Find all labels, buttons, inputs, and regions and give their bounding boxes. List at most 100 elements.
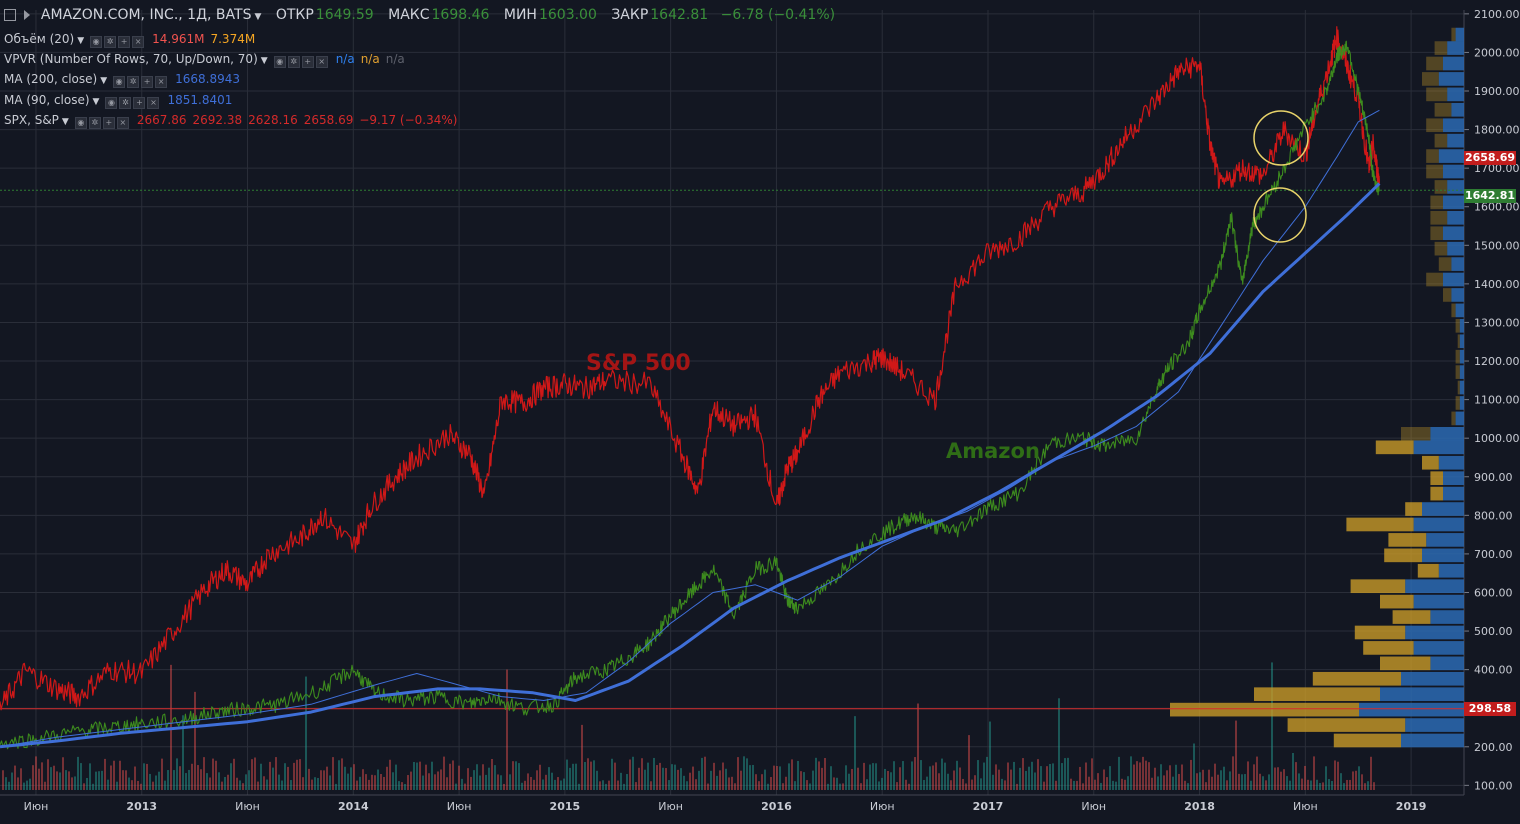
volume-bar [50, 767, 52, 790]
plus-icon[interactable]: + [301, 55, 314, 68]
volume-bar [446, 777, 448, 790]
volume-bar [134, 766, 136, 790]
volume-bar [722, 762, 724, 790]
gear-icon[interactable]: ✲ [287, 55, 300, 68]
eye-icon[interactable]: ◉ [105, 96, 118, 109]
volume-bar [782, 783, 784, 790]
legend-row[interactable]: MA (200, close) ▼ ◉ ✲ + × 1668.8943 [4, 70, 246, 88]
eye-icon[interactable]: ◉ [74, 116, 87, 129]
chevron-down-icon[interactable]: ▼ [100, 76, 108, 86]
volume-bar [590, 761, 592, 790]
volume-bar [200, 769, 202, 790]
chevron-down-icon[interactable]: ▼ [254, 12, 262, 22]
volume-bar [632, 756, 634, 790]
legend-indicator-name[interactable]: Объём (20) [4, 32, 75, 46]
volume-bar [899, 767, 901, 790]
volume-bar [1373, 782, 1375, 790]
eye-icon[interactable]: ◉ [273, 55, 286, 68]
y-tick-label: 1700.00 [1474, 162, 1520, 175]
volume-bar [461, 778, 463, 790]
vpvr-up-bar [1459, 380, 1464, 395]
volume-bar [416, 762, 418, 790]
volume-bar [662, 767, 664, 790]
volume-bar [5, 777, 7, 790]
legend-indicator-name[interactable]: MA (200, close) [4, 72, 98, 86]
close-icon[interactable]: × [315, 55, 328, 68]
y-tick-label: 1300.00 [1474, 316, 1520, 329]
legend-buttons: ◉ ✲ + × [113, 71, 169, 89]
plus-icon[interactable]: + [102, 116, 115, 129]
volume-bar [266, 779, 268, 790]
collapse-icon[interactable] [4, 9, 16, 21]
volume-bar [1079, 766, 1081, 790]
chevron-down-icon[interactable]: ▼ [92, 97, 100, 107]
volume-bar [923, 779, 925, 790]
volume-bar [1316, 779, 1318, 790]
volume-bar [395, 764, 397, 790]
close-icon[interactable]: × [116, 116, 129, 129]
plus-icon[interactable]: + [118, 35, 131, 48]
volume-bar [497, 774, 499, 790]
vpvr-up-bar [1413, 594, 1464, 609]
chevron-down-icon[interactable]: ▼ [77, 36, 85, 46]
volume-bar [917, 703, 919, 790]
volume-bar [668, 780, 670, 790]
vpvr-down-bar [1392, 610, 1431, 624]
volume-bar [839, 783, 841, 790]
eye-icon[interactable]: ◉ [90, 35, 103, 48]
volume-bar [386, 766, 388, 790]
volume-bar [956, 760, 958, 790]
gear-icon[interactable]: ✲ [88, 116, 101, 129]
volume-bar [191, 763, 193, 790]
volume-bar [599, 781, 601, 790]
volume-bar [1202, 769, 1204, 790]
legend-value: 1851.8401 [167, 93, 233, 107]
y-tick-label: 1600.00 [1474, 201, 1520, 214]
volume-bar [1067, 757, 1069, 790]
vpvr-down-bar [1346, 517, 1414, 532]
volume-bar [1025, 770, 1027, 790]
legend-row[interactable]: VPVR (Number Of Rows, 70, Up/Down, 70) ▼ ◉… [4, 50, 411, 68]
plus-icon[interactable]: + [133, 96, 146, 109]
volume-bar [218, 772, 220, 790]
symbol-title[interactable]: AMAZON.COM, INC., 1Д, BATS [40, 7, 252, 23]
volume-bar [542, 779, 544, 790]
chevron-down-icon[interactable]: ▼ [61, 117, 69, 127]
volume-bar [779, 766, 781, 790]
gear-icon[interactable]: ✲ [119, 96, 132, 109]
close-icon[interactable]: × [147, 96, 160, 109]
volume-bar [818, 761, 820, 790]
volume-bar [467, 768, 469, 790]
vpvr-up-bar [1459, 396, 1464, 410]
volume-bar [671, 764, 673, 790]
y-tick-label: 800.00 [1474, 509, 1513, 522]
legend-indicator-name[interactable]: SPX, S&P [4, 113, 59, 127]
close-icon[interactable]: × [132, 35, 145, 48]
legend-indicator-name[interactable]: VPVR (Number Of Rows, 70, Up/Down, 70) [4, 52, 258, 66]
volume-bar [836, 777, 838, 790]
vpvr-down-bar [1434, 180, 1448, 194]
gear-icon[interactable]: ✲ [127, 75, 140, 88]
volume-bar [1001, 778, 1003, 790]
legend-row[interactable]: SPX, S&P ▼ ◉ ✲ + × 2667.86 2692.38 2628.16 2658.6… [4, 111, 463, 129]
volume-bar [488, 767, 490, 790]
chevron-down-icon[interactable]: ▼ [260, 56, 268, 66]
close-icon[interactable]: × [155, 75, 168, 88]
legend-row[interactable]: Объём (20) ▼ ◉ ✲ + × 14.961M 7.374M [4, 30, 261, 48]
volume-bar [875, 763, 877, 790]
legend-row[interactable]: MA (90, close) ▼ ◉ ✲ + × 1851.8401 [4, 91, 238, 109]
volume-bar [533, 779, 535, 790]
vpvr-down-bar [1430, 195, 1443, 210]
legend-indicator-name[interactable]: MA (90, close) [4, 93, 90, 107]
vpvr-up-bar [1443, 118, 1464, 133]
volume-bar [746, 758, 748, 790]
volume-bar [368, 779, 370, 790]
volume-bar [17, 777, 19, 790]
gear-icon[interactable]: ✲ [104, 35, 117, 48]
vpvr-up-bar [1430, 656, 1464, 671]
volume-bar [953, 770, 955, 790]
plus-icon[interactable]: + [141, 75, 154, 88]
volume-bar [977, 760, 979, 790]
eye-icon[interactable]: ◉ [113, 75, 126, 88]
